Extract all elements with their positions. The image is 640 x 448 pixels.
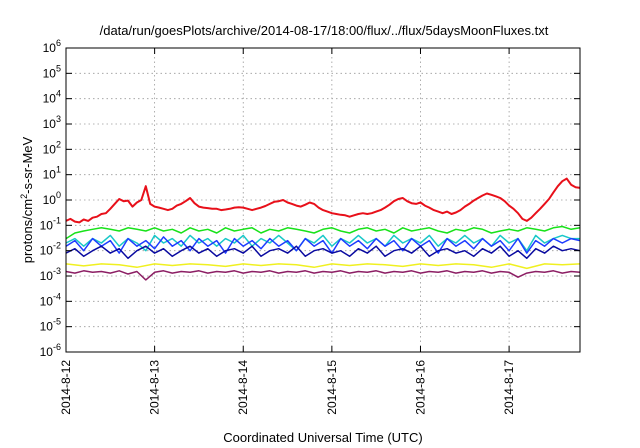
axis-ticks	[65, 47, 580, 353]
y-tick-exponent: 1	[56, 165, 61, 175]
y-tick-exponent: -1	[53, 215, 61, 225]
y-tick-label: 100	[43, 190, 61, 207]
y-tick-exponent: -6	[53, 342, 61, 352]
y-tick-exponent: 0	[56, 190, 61, 200]
series-line-6	[65, 263, 581, 270]
x-tick-label: 2014-8-16	[413, 360, 427, 415]
y-tick-labels: 10610510410310210110010-110-210-310-410-…	[40, 38, 61, 359]
y-tick-exponent: -5	[53, 317, 61, 327]
y-axis-label: protons/cm2-s-sr-MeV	[19, 136, 35, 263]
x-tick-label: 2014-8-13	[148, 360, 162, 415]
y-tick-label: 10-5	[40, 317, 61, 334]
y-tick-label: 106	[43, 38, 61, 55]
y-tick-base: 10	[40, 269, 54, 283]
y-tick-label: 104	[43, 89, 61, 106]
series-line-7	[65, 270, 581, 281]
series-line-2	[65, 225, 581, 240]
y-tick-base: 10	[43, 66, 57, 80]
x-tick-label: 2014-8-17	[502, 360, 516, 415]
y-tick-exponent: 2	[56, 139, 61, 149]
x-tick-label: 2014-8-15	[325, 360, 339, 415]
series-line-3	[65, 234, 580, 252]
y-tick-label: 10-1	[40, 215, 61, 232]
x-tick-labels: 2014-8-12 2014-8-13 2014-8-14 2014-8-15 2014…	[59, 360, 516, 415]
y-tick-label: 101	[43, 165, 61, 182]
y-tick-label: 102	[43, 139, 61, 156]
y-tick-exponent: -4	[53, 291, 61, 301]
x-axis-label: Coordinated Universal Time (UTC)	[223, 430, 422, 445]
series-line-4	[65, 236, 581, 254]
y-tick-base: 10	[43, 117, 57, 131]
y-tick-label: 105	[43, 63, 61, 80]
y-tick-base: 10	[40, 294, 54, 308]
y-tick-base: 10	[43, 168, 57, 182]
y-tick-base: 10	[43, 92, 57, 106]
y-axis-label-suffix: -s-sr-MeV	[20, 136, 35, 193]
y-tick-label: 10-2	[40, 241, 61, 258]
y-tick-label: 103	[43, 114, 61, 131]
x-tick-label: 2014-8-12	[59, 360, 73, 415]
y-axis-label-prefix: protons/cm	[20, 199, 35, 263]
y-tick-exponent: -3	[53, 266, 61, 276]
y-tick-base: 10	[43, 193, 57, 207]
chart-title: /data/run/goesPlots/archive/2014-08-17/1…	[100, 23, 549, 38]
x-tick-label: 2014-8-14	[236, 360, 250, 415]
y-axis-label-sup: 2	[19, 194, 29, 199]
y-tick-label: 10-4	[40, 291, 61, 308]
y-tick-base: 10	[40, 244, 54, 258]
y-tick-exponent: 5	[56, 63, 61, 73]
y-tick-exponent: -2	[53, 241, 61, 251]
series-line-5	[65, 245, 581, 260]
y-tick-label: 10-6	[40, 342, 61, 359]
y-tick-base: 10	[40, 320, 54, 334]
y-tick-base: 10	[43, 142, 57, 156]
grid-lines	[66, 48, 580, 352]
y-tick-base: 10	[43, 41, 57, 55]
series-line-1	[65, 177, 581, 224]
y-tick-label: 10-3	[40, 266, 61, 283]
series-layer	[65, 177, 581, 281]
y-tick-exponent: 4	[56, 89, 61, 99]
y-tick-exponent: 3	[56, 114, 61, 124]
y-tick-exponent: 6	[56, 38, 61, 48]
y-tick-base: 10	[40, 218, 54, 232]
y-tick-base: 10	[40, 345, 54, 359]
